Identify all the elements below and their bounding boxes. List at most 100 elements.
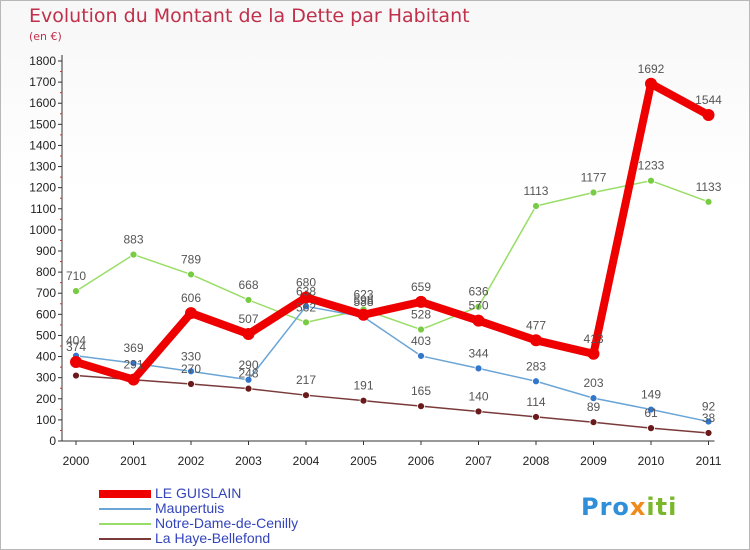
chart-subtitle: (en €) <box>29 30 62 43</box>
x-tick-label: 2004 <box>293 454 320 468</box>
y-tick-label: 1700 <box>29 75 56 89</box>
point-le-guislain <box>300 291 312 304</box>
data-label-notre-dame-de-cenilly: 1133 <box>696 180 722 194</box>
data-label-notre-dame-de-cenilly: 1233 <box>638 159 665 173</box>
data-label-le-guislain: 598 <box>353 293 373 307</box>
chart-title: Evolution du Montant de la Dette par Hab… <box>29 5 470 27</box>
point-notre-dame-de-cenilly <box>532 202 540 210</box>
point-notre-dame-de-cenilly <box>129 250 138 259</box>
y-tick-label: 1400 <box>29 138 56 152</box>
data-label-le-guislain: 374 <box>66 340 86 354</box>
data-label-maupertuis: 290 <box>238 358 258 372</box>
data-label-la-haye-bellefond: 114 <box>526 395 545 409</box>
point-notre-dame-de-cenilly <box>589 188 598 197</box>
y-tick-label: 100 <box>36 413 56 427</box>
logo-part-2: x <box>629 493 647 521</box>
data-label-la-haye-bellefond: 248 <box>238 367 258 381</box>
y-tick-label: 300 <box>36 371 56 385</box>
point-notre-dame-de-cenilly <box>647 176 655 185</box>
legend-label-notre-dame-de-cenilly: Notre-Dame-de-Cenilly <box>155 515 299 531</box>
point-notre-dame-de-cenilly <box>474 302 483 311</box>
data-label-le-guislain: 1692 <box>638 62 665 76</box>
logo-part-3: iti <box>646 493 678 521</box>
data-label-notre-dame-de-cenilly: 710 <box>66 269 86 283</box>
series-line-notre-dame-de-cenilly <box>75 179 710 331</box>
data-label-notre-dame-de-cenilly: 562 <box>296 300 316 314</box>
point-la-haye-bellefond <box>474 407 483 416</box>
y-tick-label: 800 <box>36 265 56 279</box>
legend-label-maupertuis: Maupertuis <box>155 500 225 516</box>
point-le-guislain <box>645 77 657 90</box>
data-label-le-guislain: 606 <box>181 291 201 305</box>
point-le-guislain <box>70 356 82 369</box>
point-le-guislain <box>530 334 542 347</box>
legend-label-la-haye-bellefond: La Haye-Bellefond <box>155 530 271 546</box>
point-maupertuis <box>474 364 483 373</box>
data-label-la-haye-bellefond: 61 <box>644 406 658 420</box>
point-maupertuis <box>647 405 655 414</box>
data-label-notre-dame-de-cenilly: 883 <box>123 233 143 247</box>
x-tick-label: 2007 <box>465 454 492 468</box>
data-label-maupertuis: 638 <box>296 284 316 298</box>
point-la-haye-bellefond <box>704 429 713 437</box>
point-maupertuis <box>244 375 253 384</box>
data-label-le-guislain: 570 <box>468 299 488 313</box>
data-label-notre-dame-de-cenilly: 636 <box>468 285 488 299</box>
y-tick-label: 1300 <box>29 160 56 174</box>
point-la-haye-bellefond <box>302 391 310 400</box>
y-tick-label: 200 <box>36 392 56 406</box>
y-tick-label: 1200 <box>29 181 56 195</box>
data-label-notre-dame-de-cenilly: 1177 <box>581 171 607 185</box>
data-label-le-guislain: 1544 <box>695 93 722 107</box>
data-label-la-haye-bellefond: 165 <box>411 384 431 398</box>
data-label-la-haye-bellefond: 217 <box>296 373 316 387</box>
y-tick-label: 1100 <box>30 202 56 216</box>
y-tick-label: 400 <box>36 350 56 364</box>
data-label-le-guislain: 477 <box>526 318 546 332</box>
data-label-la-haye-bellefond: 38 <box>702 411 716 425</box>
point-le-guislain <box>472 314 485 327</box>
data-label-maupertuis: 330 <box>181 349 201 363</box>
x-tick-label: 2001 <box>120 454 147 468</box>
point-la-haye-bellefond <box>532 413 540 421</box>
point-notre-dame-de-cenilly <box>244 296 253 304</box>
series-line-la-haye-bellefond <box>75 374 710 434</box>
point-notre-dame-de-cenilly <box>187 270 195 279</box>
x-tick-label: 2003 <box>235 454 262 468</box>
data-label-le-guislain: 680 <box>296 275 316 289</box>
data-label-maupertuis: 344 <box>468 346 488 360</box>
point-la-haye-bellefond <box>244 384 253 393</box>
point-notre-dame-de-cenilly <box>704 197 713 206</box>
legend-swatch-la-haye-bellefond <box>99 537 151 540</box>
data-label-maupertuis: 203 <box>583 376 603 390</box>
point-maupertuis <box>187 367 195 376</box>
x-tick-label: 2006 <box>408 454 435 468</box>
series-line-maupertuis <box>75 305 710 423</box>
data-label-maupertuis: 369 <box>123 341 143 355</box>
point-notre-dame-de-cenilly <box>302 318 310 327</box>
x-tick-label: 2002 <box>178 454 205 468</box>
point-la-haye-bellefond <box>647 424 655 433</box>
data-label-notre-dame-de-cenilly: 789 <box>181 252 201 266</box>
data-label-notre-dame-de-cenilly: 528 <box>411 308 431 322</box>
point-la-haye-bellefond <box>417 402 425 411</box>
point-le-guislain <box>415 295 427 308</box>
point-le-guislain <box>587 347 600 360</box>
data-label-maupertuis: 404 <box>66 334 86 348</box>
point-notre-dame-de-cenilly <box>417 325 425 334</box>
legend-swatch-maupertuis <box>99 507 151 510</box>
data-label-maupertuis: 283 <box>526 359 546 373</box>
data-label-le-guislain: 291 <box>123 358 143 372</box>
series-line-le-guislain <box>72 79 713 384</box>
point-le-guislain <box>185 307 197 320</box>
legend-swatch-notre-dame-de-cenilly <box>99 522 151 525</box>
data-label-la-haye-bellefond: 191 <box>353 379 373 393</box>
data-label-maupertuis: 588 <box>353 295 373 309</box>
x-tick-label: 2008 <box>523 454 550 468</box>
point-maupertuis <box>532 377 540 386</box>
point-la-haye-bellefond <box>187 380 195 388</box>
x-tick-label: 2010 <box>638 454 665 468</box>
data-label-le-guislain: 413 <box>583 332 603 346</box>
